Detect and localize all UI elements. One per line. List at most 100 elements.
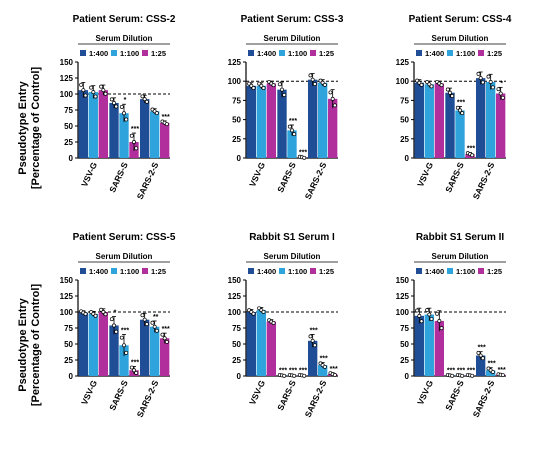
data-point: [150, 320, 155, 325]
data-point: [470, 373, 475, 378]
data-point: [486, 74, 491, 79]
x-tick-label: VSV-G: [79, 378, 99, 406]
y-axis-label-top-line1: Pseudotype Entry: [17, 80, 29, 174]
y-tick-label: 25: [400, 135, 409, 144]
significance-label: ***: [478, 345, 486, 352]
y-tick-label: 100: [60, 90, 74, 99]
x-tick-label: SARS-2-S: [471, 160, 497, 200]
data-point: [435, 311, 440, 316]
bar: [98, 90, 109, 158]
data-point: [142, 317, 147, 322]
y-tick-label: 100: [60, 308, 74, 317]
data-point: [129, 133, 134, 138]
legend-swatch: [111, 268, 117, 274]
chart-title: Patient Serum: CSS-2: [73, 14, 176, 25]
y-tick-label: 50: [400, 340, 409, 349]
x-tick-label: SARS-2-S: [135, 160, 161, 200]
bar: [78, 312, 89, 376]
data-point: [103, 91, 108, 96]
bar: [424, 84, 435, 158]
y-tick-label: 100: [396, 308, 410, 317]
significance-label: ***: [498, 367, 506, 374]
data-point: [310, 77, 315, 82]
bar: [414, 82, 425, 158]
legend-label: 1:100: [288, 49, 307, 58]
bar: [159, 338, 170, 376]
significance-label: ***: [121, 327, 129, 334]
y-tick-label: 0: [69, 154, 74, 163]
legend-title: Serum Dilution: [96, 34, 153, 43]
data-point: [500, 373, 505, 378]
y-tick-label: 50: [232, 340, 241, 349]
bar: [88, 313, 99, 376]
bar: [266, 321, 277, 376]
y-tick-label: 100: [396, 77, 410, 86]
chart-panel: Patient Serum: CSS-5 Serum Dilution 1:400 1…: [60, 232, 176, 419]
significance-label: **: [153, 314, 159, 321]
y-axis-label-bottom-line1: Pseudotype Entry: [17, 297, 29, 391]
legend-title: Serum Dilution: [96, 252, 153, 261]
legend-label: 1:400: [257, 49, 276, 58]
significance-label: ***: [488, 361, 496, 368]
legend-swatch: [416, 50, 422, 56]
data-point: [425, 308, 430, 313]
legend-swatch: [447, 50, 453, 56]
bar: [434, 320, 445, 376]
data-point: [164, 122, 169, 127]
significance-label: ***: [310, 327, 318, 334]
data-point: [119, 335, 124, 340]
y-tick-label: 25: [400, 356, 409, 365]
x-tick-label: VSV-G: [247, 378, 267, 406]
data-point: [132, 140, 136, 144]
data-point: [112, 323, 116, 328]
data-point: [134, 146, 139, 151]
data-point: [460, 111, 465, 116]
legend-label: 1:100: [120, 49, 139, 58]
data-point: [142, 97, 147, 102]
bar: [485, 81, 496, 158]
data-point: [89, 85, 94, 90]
bar: [119, 345, 129, 376]
y-tick-label: 100: [228, 308, 242, 317]
bar: [149, 326, 160, 376]
data-point: [490, 85, 495, 90]
chart-panel: Rabbit S1 Serum I Serum Dilution 1:400 1:10…: [228, 232, 338, 419]
bar: [266, 83, 277, 158]
data-point: [419, 82, 424, 87]
x-tick-label: SARS-2-S: [135, 378, 161, 418]
bar: [139, 99, 150, 158]
data-point: [496, 87, 501, 92]
legend-label: 1:100: [288, 267, 307, 276]
chart-title: Rabbit S1 Serum I: [249, 232, 335, 243]
bar: [139, 319, 150, 376]
significance-label: ***: [447, 368, 455, 375]
data-point: [93, 94, 98, 99]
data-point: [81, 88, 86, 93]
legend-label: 1:400: [425, 267, 444, 276]
y-tick-label: 50: [64, 340, 73, 349]
data-point: [478, 76, 483, 81]
data-point: [93, 313, 98, 318]
data-point: [154, 328, 159, 333]
legend-swatch: [478, 50, 484, 56]
data-point: [302, 155, 307, 160]
data-point: [83, 312, 88, 316]
chart-panel: Patient Serum: CSS-3 Serum Dilution 1:400 1…: [228, 14, 344, 201]
y-tick-label: 150: [228, 276, 242, 285]
legend-swatch: [416, 268, 422, 274]
legend-swatch: [310, 50, 316, 56]
chart-title: Patient Serum: CSS-3: [241, 14, 344, 25]
data-point: [480, 356, 485, 361]
data-point: [450, 93, 455, 98]
data-point: [129, 365, 134, 370]
significance-label: ***: [131, 359, 139, 366]
significance-label: *: [124, 97, 127, 104]
legend-swatch: [80, 50, 86, 56]
y-tick-label: 25: [64, 356, 73, 365]
data-point: [439, 83, 444, 88]
bar: [246, 312, 257, 376]
data-point: [322, 364, 327, 369]
data-point: [450, 373, 455, 378]
